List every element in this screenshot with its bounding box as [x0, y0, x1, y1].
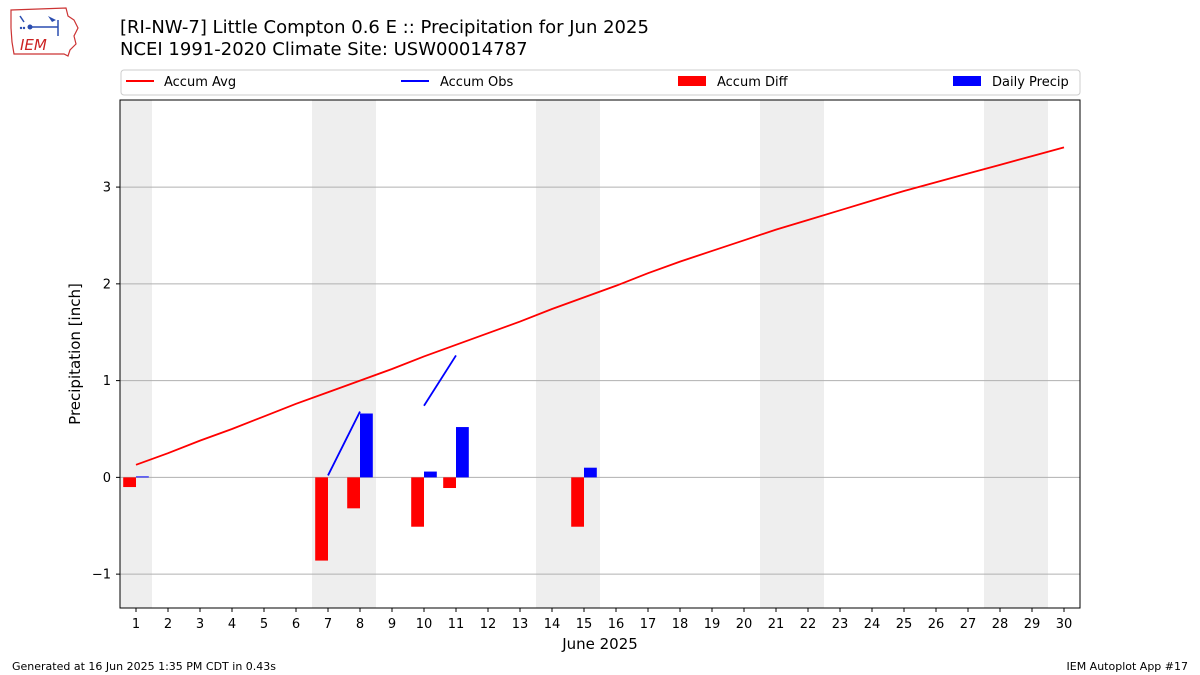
y-tick-label: 1 [103, 374, 111, 389]
x-tick-label: 11 [448, 617, 465, 632]
weekend-band [1016, 100, 1048, 608]
plot-frame [119, 99, 1081, 609]
x-axis-label: June 2025 [561, 635, 638, 653]
iem-logo: IEM [8, 6, 80, 58]
x-tick-label: 7 [324, 617, 332, 632]
weekend-band [120, 100, 152, 608]
daily-precip-bar [424, 471, 437, 478]
accum-diff-bar [411, 477, 424, 527]
x-tick-label: 14 [544, 617, 561, 632]
x-tick-label: 4 [228, 617, 236, 632]
x-tick-label: 12 [480, 617, 497, 632]
accum-diff-bar [315, 477, 328, 561]
weekend-band [536, 100, 568, 608]
x-tick-label: 5 [260, 617, 268, 632]
y-axis-label: Precipitation [inch] [66, 283, 84, 425]
chart-title: [RI-NW-7] Little Compton 0.6 E :: Precip… [120, 17, 649, 38]
x-tick-label: 28 [992, 617, 1009, 632]
x-tick-label: 1 [132, 617, 140, 632]
weekend-band [984, 100, 1016, 608]
x-tick-label: 3 [196, 617, 204, 632]
weekend-band [792, 100, 824, 608]
chart-subtitle: NCEI 1991-2020 Climate Site: USW00014787 [120, 39, 528, 60]
x-tick-label: 18 [672, 617, 689, 632]
legend-label: Daily Precip [992, 75, 1069, 90]
generated-note: Generated at 16 Jun 2025 1:35 PM CDT in … [12, 660, 277, 673]
legend-box [120, 69, 1081, 96]
legend-swatch [953, 76, 981, 86]
accum-obs-line [327, 411, 361, 476]
accum-avg-line [135, 146, 1065, 466]
accum-obs-line [423, 354, 457, 407]
iowa-map-icon: IEM [10, 7, 79, 57]
y-tick-label: 2 [103, 277, 111, 292]
x-tick-label: 15 [576, 617, 593, 632]
legend-label: Accum Obs [440, 75, 513, 90]
x-tick-label: 13 [512, 617, 529, 632]
daily-precip-bar [360, 413, 373, 478]
legend-swatch [678, 76, 706, 86]
y-tick-label: 3 [103, 181, 111, 196]
x-tick-label: 30 [1056, 617, 1073, 632]
x-tick-label: 9 [388, 617, 396, 632]
legend-label: Accum Diff [717, 75, 789, 90]
logo-text: IEM [20, 36, 47, 54]
app-label: IEM Autoplot App #17 [1066, 660, 1189, 673]
y-tick-label: −1 [92, 568, 111, 583]
x-tick-label: 10 [416, 617, 433, 632]
weekend-band [568, 100, 600, 608]
weekend-band [344, 100, 376, 608]
x-tick-label: 21 [768, 617, 785, 632]
x-tick-label: 6 [292, 617, 300, 632]
x-tick-label: 2 [164, 617, 172, 632]
x-tick-label: 23 [832, 617, 849, 632]
y-tick-label: 0 [103, 471, 111, 486]
accum-diff-bar [123, 477, 136, 488]
x-tick-label: 24 [864, 617, 881, 632]
x-tick-label: 22 [800, 617, 817, 632]
legend-label: Accum Avg [164, 75, 236, 90]
x-tick-label: 20 [736, 617, 753, 632]
x-tick-label: 27 [960, 617, 977, 632]
x-tick-label: 8 [356, 617, 364, 632]
x-tick-label: 19 [704, 617, 721, 632]
daily-precip-bar [584, 467, 597, 478]
x-tick-label: 17 [640, 617, 657, 632]
accum-diff-bar [571, 477, 584, 527]
x-tick-label: 26 [928, 617, 945, 632]
weekend-band [760, 100, 792, 608]
accum-diff-bar [347, 477, 360, 509]
x-tick-label: 29 [1024, 617, 1041, 632]
x-tick-label: 16 [608, 617, 625, 632]
x-tick-label: 25 [896, 617, 913, 632]
accum-diff-bar [443, 477, 456, 489]
daily-precip-bar [456, 427, 469, 478]
daily-precip-bar [136, 476, 149, 478]
